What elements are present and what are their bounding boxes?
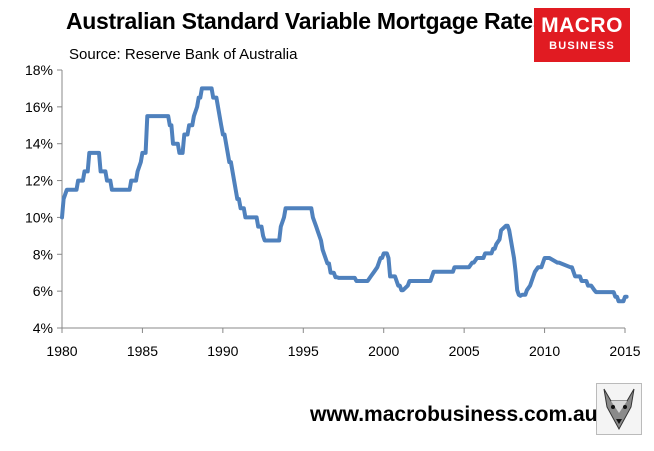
website-url[interactable]: www.macrobusiness.com.au [310,403,598,426]
chart-subtitle: Source: Reserve Bank of Australia [69,46,298,63]
x-tick-label: 2015 [609,343,640,359]
y-tick-label: 18% [25,62,53,78]
logo-line-1: MACRO [541,14,623,37]
wolf-icon [596,383,642,435]
logo-line-2: BUSINESS [549,40,615,52]
series-line-0 [60,86,629,304]
y-tick-label: 6% [33,283,53,299]
chart-title: Australian Standard Variable Mortgage Ra… [66,8,546,34]
y-tick-label: 16% [25,99,53,115]
y-tick-label: 8% [33,246,53,262]
y-tick-label: 12% [25,173,53,189]
x-tick-label: 1980 [46,343,77,359]
chart-axes [61,70,625,329]
x-tick-label: 2005 [449,343,480,359]
x-tick-label: 2010 [529,343,560,359]
y-tick-label: 4% [33,320,53,336]
macrobusiness-logo[interactable]: MACRO BUSINESS [534,8,630,62]
chart-plot-area [60,86,629,304]
x-tick-label: 1995 [288,343,319,359]
x-tick-label: 1985 [127,343,158,359]
y-tick-label: 14% [25,136,53,152]
y-tick-label: 10% [25,209,53,225]
x-tick-label: 1990 [207,343,238,359]
x-tick-label: 2000 [368,343,399,359]
chart-ticks: 4% 6% 8% 10% 12% 14% 16% 18% 1980 1985 1990 1995 200… [25,62,641,359]
